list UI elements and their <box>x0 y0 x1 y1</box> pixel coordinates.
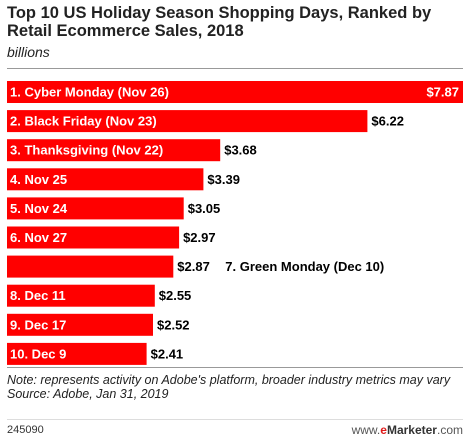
brand-suffix: .com <box>436 423 463 437</box>
brand-logo: www.eMarketer.com <box>352 423 463 437</box>
category-label: 8. Dec 11 <box>10 288 66 303</box>
category-label: 5. Nov 24 <box>10 201 68 216</box>
bar <box>7 226 180 249</box>
bar <box>7 139 221 162</box>
bar <box>7 197 184 220</box>
source-text: Source: Adobe, Jan 31, 2019 <box>7 387 169 401</box>
category-label: 2. Black Friday (Nov 23) <box>10 114 157 129</box>
category-label: 7. Green Monday (Dec 10) <box>225 259 384 274</box>
category-label: 3. Thanksgiving (Nov 22) <box>10 143 163 158</box>
category-label: 4. Nov 25 <box>10 172 67 187</box>
value-label: $2.87 <box>177 259 210 274</box>
brand-name: Marketer <box>386 423 437 437</box>
brand-e: e <box>380 423 387 437</box>
brand-prefix: www. <box>351 423 381 437</box>
chart-notes: Note: represents activity on Adobe's pla… <box>7 373 463 401</box>
value-label: $3.39 <box>207 172 240 187</box>
value-label: $3.05 <box>188 201 221 216</box>
value-label: $3.68 <box>224 143 257 158</box>
bar <box>7 168 204 191</box>
bar <box>7 284 155 307</box>
bottom-divider <box>7 367 463 368</box>
chart-subtitle: billions <box>7 44 50 60</box>
bar <box>7 110 368 133</box>
value-label: $6.22 <box>371 114 404 129</box>
bar <box>7 342 147 365</box>
category-label: 9. Dec 17 <box>10 317 66 332</box>
category-label: 1. Cyber Monday (Nov 26) <box>10 85 169 100</box>
value-label: $2.97 <box>183 230 216 245</box>
top-divider <box>7 68 463 69</box>
value-label: $2.41 <box>151 346 184 361</box>
chart-id: 245090 <box>7 424 44 436</box>
bar <box>7 313 153 336</box>
value-label: $2.55 <box>159 288 192 303</box>
chart-title: Top 10 US Holiday Season Shopping Days, … <box>7 4 432 40</box>
note-text: Note: represents activity on Adobe's pla… <box>7 373 451 387</box>
value-label: $2.52 <box>157 317 190 332</box>
category-label: 10. Dec 9 <box>10 346 66 361</box>
bar <box>7 255 174 278</box>
value-label: $7.87 <box>426 85 459 100</box>
bar <box>7 81 463 103</box>
footer-divider <box>7 419 463 420</box>
category-label: 6. Nov 27 <box>10 230 67 245</box>
